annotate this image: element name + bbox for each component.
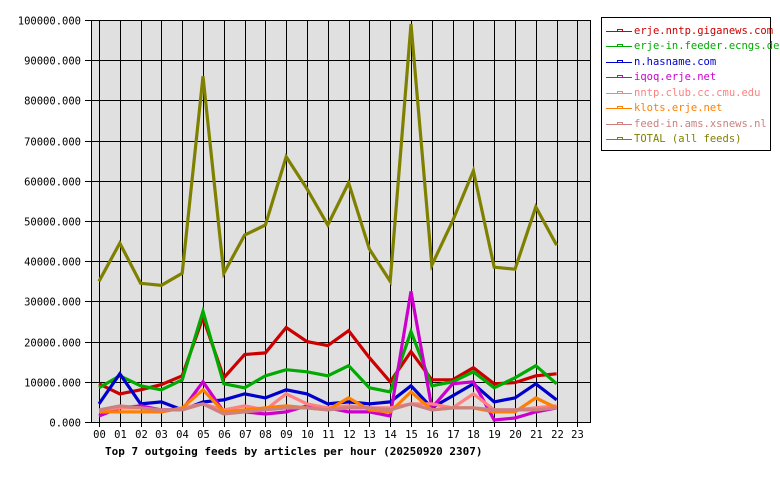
x-tick-label: 10 xyxy=(301,429,314,441)
legend-item-iqoq: iqoq.erje.net xyxy=(606,70,770,86)
x-tick-label: 22 xyxy=(551,429,564,441)
x-tick-label: 17 xyxy=(447,429,460,441)
x-tick-label: 13 xyxy=(363,429,376,441)
x-tick-label: 14 xyxy=(384,429,397,441)
x-tick-label: 00 xyxy=(93,429,106,441)
x-tick-label: 09 xyxy=(280,429,293,441)
series-line-0 xyxy=(98,312,557,396)
x-tick-label: 21 xyxy=(530,429,543,441)
legend-label: n.hasname.com xyxy=(634,55,717,68)
series-line-6 xyxy=(98,402,557,416)
plot-frame xyxy=(91,20,591,423)
x-tick-label: 06 xyxy=(218,429,231,441)
legend-line-marker-icon xyxy=(606,104,632,112)
legend-label: TOTAL (all feeds) xyxy=(634,133,742,146)
x-tick-label: 23 xyxy=(571,429,584,441)
x-tick-label: 01 xyxy=(114,429,127,441)
legend-line-marker-icon xyxy=(606,27,632,35)
x-tick-label: 15 xyxy=(405,429,418,441)
legend-item-cmu: nntp.club.cc.cmu.edu xyxy=(606,85,770,101)
legend: erje.nntp.giganews.com erje-in.feeder.ec… xyxy=(601,17,779,151)
x-tick-label: 08 xyxy=(259,429,272,441)
series-line-7 xyxy=(97,23,559,287)
legend-line-marker-icon xyxy=(606,58,632,66)
y-tick-label: 100000.000 xyxy=(18,16,81,28)
x-tick-label: 18 xyxy=(467,429,480,441)
x-tick-label: 02 xyxy=(135,429,148,441)
y-tick-label: 80000.000 xyxy=(24,96,81,108)
y-tick-label: 90000.000 xyxy=(24,56,81,68)
x-tick-label: 04 xyxy=(176,429,189,441)
legend-item-xsnews: feed-in.ams.xsnews.nl xyxy=(606,116,770,132)
x-tick-label: 05 xyxy=(197,429,210,441)
chart-title: Top 7 outgoing feeds by articles per hou… xyxy=(105,445,483,458)
x-tick-label: 20 xyxy=(509,429,522,441)
legend-item-total: TOTAL (all feeds) xyxy=(606,132,770,148)
x-tick-label: 07 xyxy=(239,429,252,441)
legend-label: klots.erje.net xyxy=(634,102,723,115)
y-tick-label: 10000.000 xyxy=(24,378,81,390)
legend-line-marker-icon xyxy=(606,42,632,50)
y-tick-label: 60000.000 xyxy=(24,177,81,189)
series-line-2 xyxy=(97,370,558,412)
x-tick-label: 11 xyxy=(322,429,335,441)
legend-label: erje-in.feeder.ecngs.de xyxy=(634,40,780,53)
legend-line-marker-icon xyxy=(606,135,632,143)
legend-label: iqoq.erje.net xyxy=(634,71,717,84)
y-tick-label: 70000.000 xyxy=(24,137,81,149)
x-tick-label: 16 xyxy=(426,429,439,441)
legend-label: nntp.club.cc.cmu.edu xyxy=(634,86,761,99)
y-tick-label: 50000.000 xyxy=(24,217,81,229)
y-tick-label: 20000.000 xyxy=(24,338,81,350)
legend-line-marker-icon xyxy=(606,89,632,97)
y-tick-label: 0.000 xyxy=(49,418,81,430)
legend-item-ecngs: erje-in.feeder.ecngs.de xyxy=(606,39,779,55)
x-tick-label: 12 xyxy=(343,429,356,441)
legend-line-marker-icon xyxy=(606,120,632,128)
legend-item-giganews: erje.nntp.giganews.com xyxy=(606,23,774,39)
legend-item-hasname: n.hasname.com xyxy=(606,54,770,70)
legend-label: feed-in.ams.xsnews.nl xyxy=(634,117,767,130)
legend-label: erje.nntp.giganews.com xyxy=(634,24,774,37)
y-tick-label: 30000.000 xyxy=(24,297,81,309)
x-tick-label: 03 xyxy=(155,429,168,441)
series-line-1 xyxy=(98,305,558,394)
legend-item-klots: klots.erje.net xyxy=(606,101,770,117)
y-tick-label: 40000.000 xyxy=(24,257,81,269)
legend-line-marker-icon xyxy=(606,73,632,81)
x-tick-label: 19 xyxy=(488,429,501,441)
